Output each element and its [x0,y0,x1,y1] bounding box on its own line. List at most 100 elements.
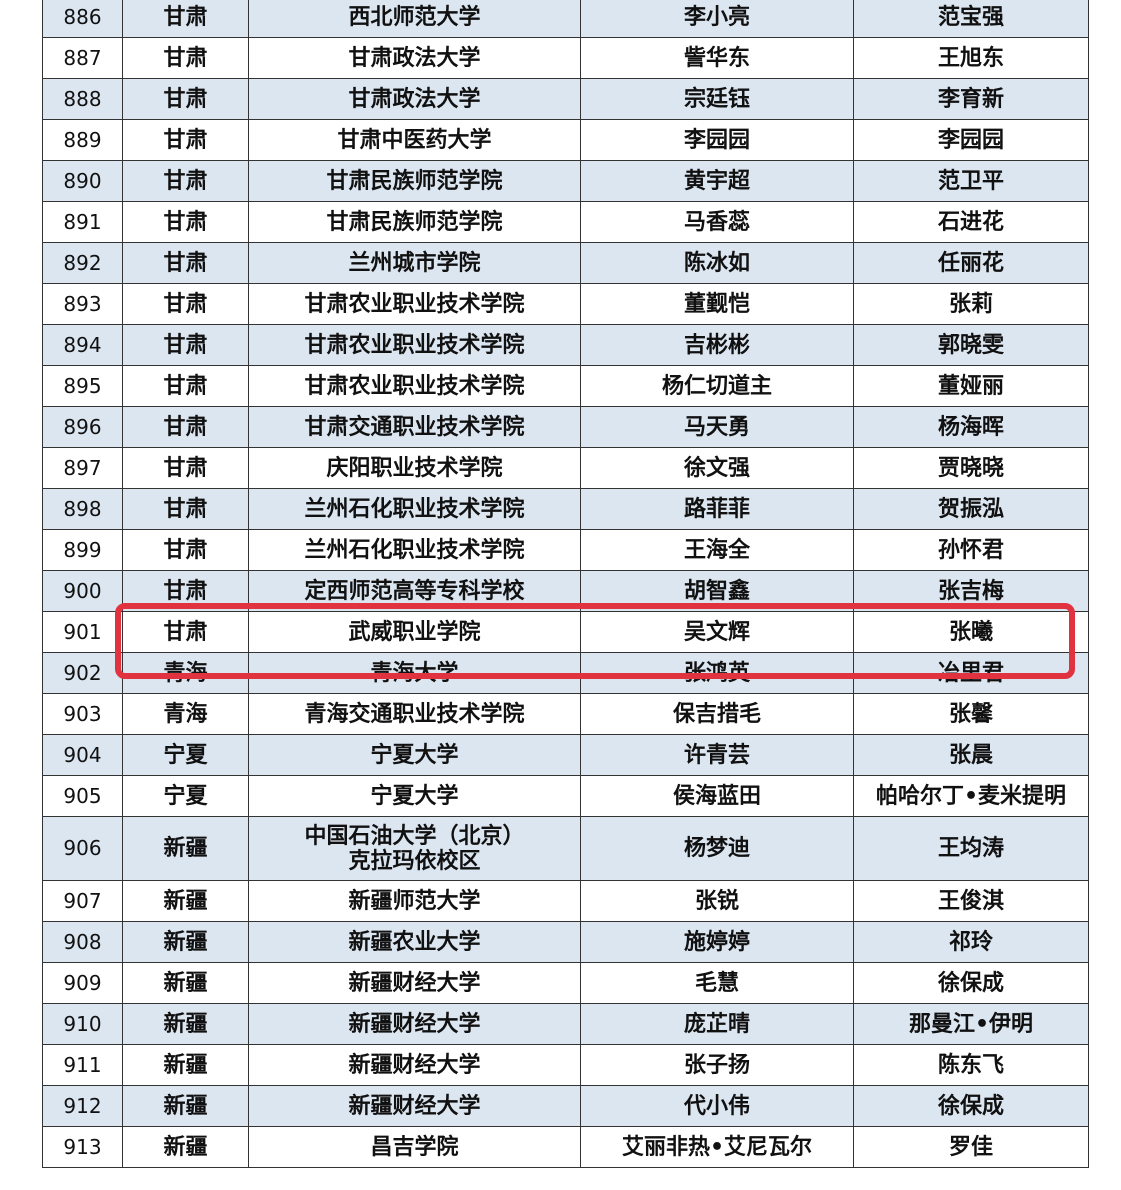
school-cell: 甘肃中医药大学 [248,119,581,161]
row-number: 896 [42,406,123,448]
table-row: 907 新疆 新疆师范大学 张锐 王俊淇 [42,880,1089,922]
table-row: 893 甘肃 甘肃农业职业技术学院 董觐恺 张莉 [42,283,1089,325]
row-number: 891 [42,201,123,243]
row-number: 909 [42,962,123,1004]
table-row: 903 青海 青海交通职业技术学院 保吉措毛 张馨 [42,693,1089,735]
school-cell: 新疆财经大学 [248,1044,581,1086]
person1-cell: 宗廷钰 [580,78,854,120]
row-number: 890 [42,160,123,202]
row-number: 901 [42,611,123,653]
row-number: 913 [42,1126,123,1168]
province-cell: 新疆 [122,921,249,963]
person2-cell: 徐保成 [853,1085,1089,1127]
row-number: 908 [42,921,123,963]
person1-cell: 黄宇超 [580,160,854,202]
province-cell: 新疆 [122,1003,249,1045]
table-row: 910 新疆 新疆财经大学 庞芷晴 那曼江•伊明 [42,1003,1089,1045]
person2-cell: 张馨 [853,693,1089,735]
person2-cell: 罗佳 [853,1126,1089,1168]
row-number: 903 [42,693,123,735]
person1-cell: 路菲菲 [580,488,854,530]
table-row: 888 甘肃 甘肃政法大学 宗廷钰 李育新 [42,78,1089,120]
person2-cell: 张晨 [853,734,1089,776]
person2-cell: 徐保成 [853,962,1089,1004]
table-row: 898 甘肃 兰州石化职业技术学院 路菲菲 贺振泓 [42,488,1089,530]
row-number: 900 [42,570,123,612]
person1-cell: 杨梦迪 [580,816,854,881]
row-number: 910 [42,1003,123,1045]
person1-cell: 代小伟 [580,1085,854,1127]
province-cell: 甘肃 [122,242,249,284]
row-number: 904 [42,734,123,776]
person2-cell: 李园园 [853,119,1089,161]
school-cell: 青海大学 [248,652,581,694]
person2-cell: 范卫平 [853,160,1089,202]
table-row: 894 甘肃 甘肃农业职业技术学院 吉彬彬 郭晓雯 [42,324,1089,366]
school-cell: 甘肃农业职业技术学院 [248,324,581,366]
province-cell: 甘肃 [122,78,249,120]
table-row: 908 新疆 新疆农业大学 施婷婷 祁玲 [42,921,1089,963]
person2-cell: 张曦 [853,611,1089,653]
person1-cell: 艾丽非热•艾尼瓦尔 [580,1126,854,1168]
province-cell: 新疆 [122,1126,249,1168]
table-row: 900 甘肃 定西师范高等专科学校 胡智鑫 张吉梅 [42,570,1089,612]
person2-cell: 李育新 [853,78,1089,120]
province-cell: 甘肃 [122,283,249,325]
person1-cell: 施婷婷 [580,921,854,963]
table-row: 909 新疆 新疆财经大学 毛慧 徐保成 [42,962,1089,1004]
row-number: 892 [42,242,123,284]
table-row: 891 甘肃 甘肃民族师范学院 马香蕊 石进花 [42,201,1089,243]
person2-cell: 祁玲 [853,921,1089,963]
school-cell: 中国石油大学（北京） 克拉玛依校区 [248,816,581,881]
person2-cell: 杨海晖 [853,406,1089,448]
row-number: 897 [42,447,123,489]
table-row: 905 宁夏 宁夏大学 侯海蓝田 帕哈尔丁•麦米提明 [42,775,1089,817]
person2-cell: 范宝强 [853,0,1089,38]
person2-cell: 董娅丽 [853,365,1089,407]
person2-cell: 任丽花 [853,242,1089,284]
school-cell: 兰州石化职业技术学院 [248,488,581,530]
school-cell: 甘肃民族师范学院 [248,201,581,243]
person1-cell: 保吉措毛 [580,693,854,735]
table-row: 902 青海 青海大学 张鸿英 冶里君 [42,652,1089,694]
person2-cell: 那曼江•伊明 [853,1003,1089,1045]
person1-cell: 胡智鑫 [580,570,854,612]
table-row: 892 甘肃 兰州城市学院 陈冰如 任丽花 [42,242,1089,284]
person2-cell: 贾晓晓 [853,447,1089,489]
province-cell: 甘肃 [122,447,249,489]
person2-cell: 郭晓雯 [853,324,1089,366]
table-row: 899 甘肃 兰州石化职业技术学院 王海全 孙怀君 [42,529,1089,571]
person1-cell: 陈冰如 [580,242,854,284]
person1-cell: 庞芷晴 [580,1003,854,1045]
row-number: 893 [42,283,123,325]
school-cell: 青海交通职业技术学院 [248,693,581,735]
person1-cell: 许青芸 [580,734,854,776]
province-cell: 甘肃 [122,365,249,407]
table-row: 913 新疆 昌吉学院 艾丽非热•艾尼瓦尔 罗佳 [42,1126,1089,1168]
province-cell: 甘肃 [122,488,249,530]
table-row: 886 甘肃 西北师范大学 李小亮 范宝强 [42,0,1089,38]
person1-cell: 王海全 [580,529,854,571]
table-row: 911 新疆 新疆财经大学 张子扬 陈东飞 [42,1044,1089,1086]
table-row: 897 甘肃 庆阳职业技术学院 徐文强 贾晓晓 [42,447,1089,489]
school-cell: 新疆财经大学 [248,1003,581,1045]
person2-cell: 张吉梅 [853,570,1089,612]
person1-cell: 李小亮 [580,0,854,38]
table-row: 906 新疆 中国石油大学（北京） 克拉玛依校区 杨梦迪 王均涛 [42,816,1089,881]
province-cell: 新疆 [122,880,249,922]
row-number: 894 [42,324,123,366]
school-cell: 甘肃交通职业技术学院 [248,406,581,448]
province-cell: 宁夏 [122,734,249,776]
province-cell: 新疆 [122,1085,249,1127]
row-number: 887 [42,37,123,79]
province-cell: 新疆 [122,1044,249,1086]
row-number: 912 [42,1085,123,1127]
province-cell: 甘肃 [122,529,249,571]
person1-cell: 杨仁切道主 [580,365,854,407]
province-cell: 甘肃 [122,119,249,161]
province-cell: 甘肃 [122,611,249,653]
person1-cell: 张鸿英 [580,652,854,694]
school-cell: 兰州城市学院 [248,242,581,284]
row-number: 886 [42,0,123,38]
table-row: 904 宁夏 宁夏大学 许青芸 张晨 [42,734,1089,776]
